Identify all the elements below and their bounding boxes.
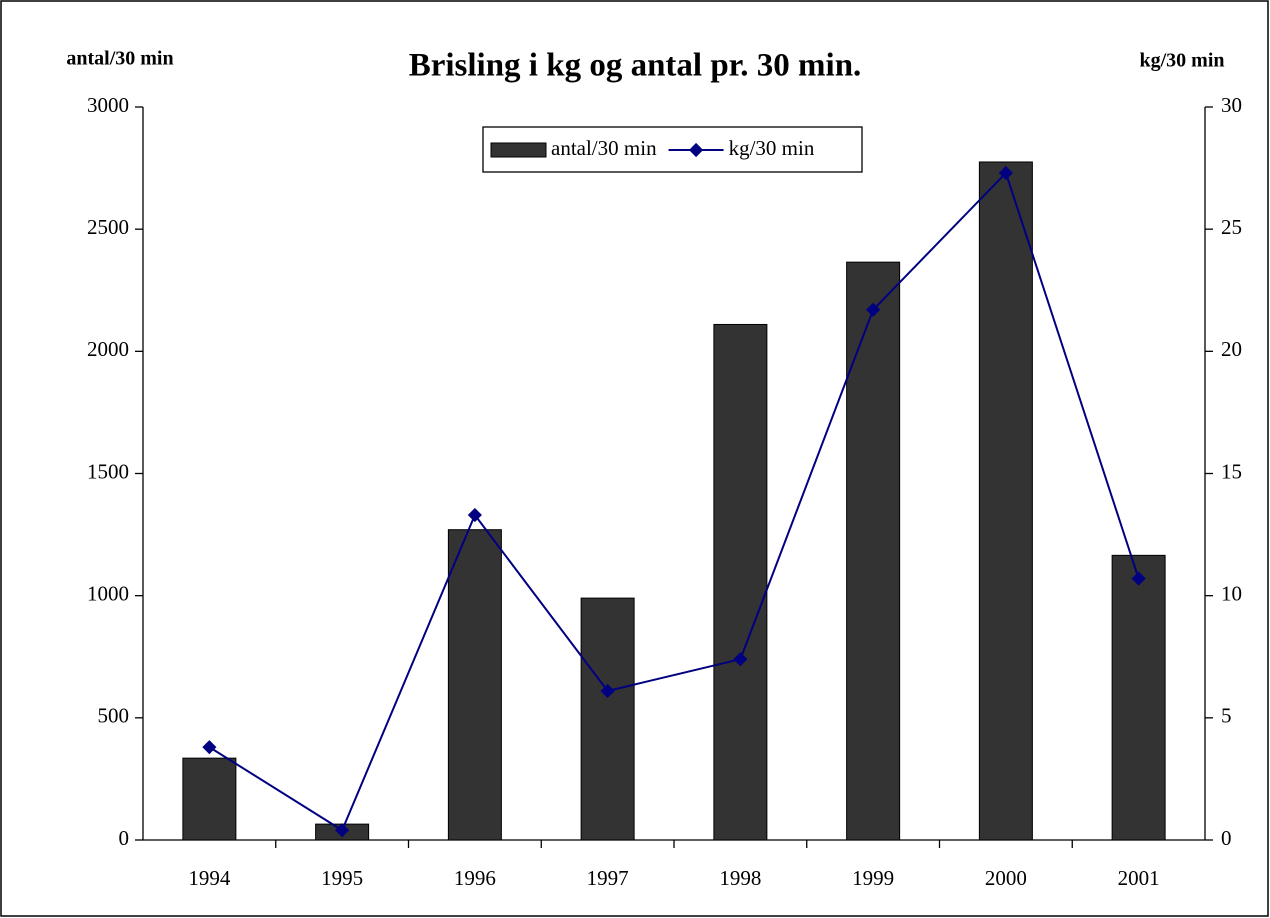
marker: [866, 302, 881, 317]
y2-tick-label: 15: [1221, 459, 1242, 483]
bar: [182, 757, 237, 841]
marker: [600, 683, 615, 699]
bar: [580, 597, 635, 841]
x-tick-label: 1997: [587, 866, 629, 890]
y2-tick-label: 25: [1221, 215, 1242, 239]
line: [208, 171, 1140, 832]
x-tick-label: 1995: [321, 866, 363, 890]
marker: [733, 652, 748, 667]
marker: [202, 740, 217, 755]
y2-axis-label: kg/30 min: [1139, 50, 1224, 72]
legend-label: kg/30 min: [729, 136, 815, 160]
x-tick-label: 1999: [852, 866, 894, 890]
x-tick-label: 1996: [454, 866, 496, 890]
bar: [447, 529, 502, 841]
y-tick-label: 500: [98, 704, 130, 728]
y-tick-label: 2500: [87, 215, 129, 239]
marker: [1131, 571, 1146, 586]
y2-tick-label: 5: [1221, 704, 1232, 728]
legend-swatch: [490, 142, 547, 158]
bar: [713, 323, 768, 841]
x-tick-label: 2000: [985, 866, 1027, 890]
y2-tick-label: 10: [1221, 581, 1242, 605]
bar: [846, 261, 901, 841]
y2-tick-label: 0: [1221, 826, 1232, 850]
marker: [998, 165, 1013, 181]
legend-label: antal/30 min: [551, 136, 657, 160]
y2-tick-label: 20: [1221, 337, 1242, 361]
y-tick-label: 1000: [87, 581, 129, 605]
y-tick-label: 0: [119, 826, 130, 850]
x-tick-label: 1998: [719, 866, 761, 890]
y-tick-label: 3000: [87, 93, 129, 117]
bar: [1111, 554, 1166, 841]
x-tick-label: 2001: [1118, 866, 1160, 890]
legend-marker: [689, 142, 704, 158]
marker: [335, 823, 350, 838]
x-tick-label: 1994: [188, 866, 231, 890]
bar: [978, 161, 1033, 841]
y-tick-label: 1500: [87, 459, 129, 483]
chart-title: Brisling i kg og antal pr. 30 min.: [409, 48, 862, 84]
y-axis-label: antal/30 min: [66, 48, 173, 70]
y2-tick-label: 30: [1221, 93, 1242, 117]
y-tick-label: 2000: [87, 337, 129, 361]
